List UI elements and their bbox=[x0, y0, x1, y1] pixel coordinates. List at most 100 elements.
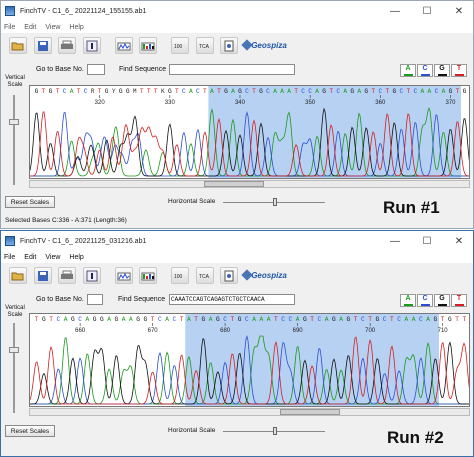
menu-bar: File Edit View Help bbox=[1, 251, 473, 263]
base-filter-t[interactable]: T bbox=[451, 64, 467, 77]
menu-view[interactable]: View bbox=[45, 23, 61, 31]
tca-button[interactable]: TCA bbox=[196, 37, 214, 54]
base-call: T bbox=[354, 316, 358, 323]
find-sequence-input[interactable] bbox=[169, 64, 295, 75]
print-button[interactable] bbox=[58, 267, 76, 284]
base-filter-letter: T bbox=[456, 295, 462, 302]
horizontal-scrollbar[interactable] bbox=[29, 408, 470, 416]
view-bars-button[interactable] bbox=[139, 37, 157, 54]
horizontal-scroll-thumb[interactable] bbox=[280, 409, 340, 415]
horizontal-scrollbar[interactable] bbox=[29, 180, 470, 188]
open-folder-icon bbox=[11, 272, 24, 280]
base-color-swatch bbox=[420, 304, 430, 306]
base-call: T bbox=[180, 316, 184, 323]
vertical-scale-track[interactable] bbox=[13, 95, 15, 185]
info-button[interactable] bbox=[83, 267, 101, 284]
vertical-scale-thumb[interactable] bbox=[9, 347, 19, 353]
base-call: A bbox=[122, 316, 126, 323]
base-call: G bbox=[364, 88, 368, 95]
base-call: T bbox=[56, 88, 60, 95]
info-icon bbox=[86, 270, 98, 281]
base-call: A bbox=[209, 316, 213, 323]
base-color-swatch bbox=[454, 304, 464, 306]
title-bar[interactable]: FinchTV - C1_6_ 20221124_155155.ab1 — ☐ … bbox=[1, 1, 473, 21]
tca-button[interactable]: TCA bbox=[196, 267, 214, 284]
close-button[interactable]: ✕ bbox=[454, 235, 464, 247]
title-bar[interactable]: FinchTV - C1_6_ 20221125_031216.ab1 — ☐ … bbox=[1, 231, 473, 251]
reset-scales-button[interactable]: Reset Scales bbox=[5, 425, 55, 437]
base-filter-a[interactable]: A bbox=[400, 294, 416, 307]
base-number-label: 660 bbox=[75, 328, 86, 334]
base-filter-g[interactable]: G bbox=[434, 294, 450, 307]
base-call: K bbox=[161, 88, 165, 95]
geospiza-logo: Geospiza bbox=[245, 37, 293, 54]
vertical-scale-thumb[interactable] bbox=[9, 119, 19, 125]
base-call: A bbox=[426, 316, 430, 323]
base-call: A bbox=[339, 316, 343, 323]
base-call: G bbox=[105, 88, 109, 95]
status-selected-bases: Selected Bases C:336 - A:371 (Length:36) bbox=[5, 217, 127, 224]
menu-file[interactable]: File bbox=[4, 253, 16, 261]
find-sequence-input[interactable]: CAAATCCAGTCAGAGTCTGCTCAACA bbox=[169, 294, 295, 305]
menu-file[interactable]: File bbox=[4, 23, 16, 31]
info-button[interactable] bbox=[83, 37, 101, 54]
base-filter-a[interactable]: A bbox=[400, 64, 416, 77]
go-to-base-input[interactable] bbox=[87, 294, 103, 305]
horizontal-scale-knob[interactable] bbox=[273, 198, 277, 206]
menu-edit[interactable]: Edit bbox=[24, 23, 37, 31]
base-filter-c[interactable]: C bbox=[417, 294, 433, 307]
base-filter-g[interactable]: G bbox=[434, 64, 450, 77]
menu-help[interactable]: Help bbox=[69, 253, 84, 261]
edit-button[interactable] bbox=[220, 37, 238, 54]
base-number-label: 320 bbox=[95, 100, 106, 106]
base-filter-t[interactable]: T bbox=[451, 294, 467, 307]
menu-help[interactable]: Help bbox=[69, 23, 84, 31]
view-bars-icon bbox=[141, 272, 155, 280]
open-folder-button[interactable] bbox=[9, 267, 27, 284]
save-disk-icon bbox=[38, 40, 48, 51]
base-call: G bbox=[100, 316, 104, 323]
horizontal-scale-knob[interactable] bbox=[273, 427, 277, 435]
menu-edit[interactable]: Edit bbox=[24, 253, 37, 261]
maximize-button[interactable]: ☐ bbox=[422, 5, 432, 17]
base-call: A bbox=[280, 88, 284, 95]
go-to-base-input[interactable] bbox=[87, 64, 105, 75]
quality-button[interactable]: 100 bbox=[171, 267, 189, 284]
vertical-scale-label: Vertical Scale bbox=[5, 305, 25, 318]
base-call: C bbox=[63, 88, 67, 95]
base-call: A bbox=[405, 316, 409, 323]
toolbar: 100 TCA Geospiza A C G T bbox=[1, 35, 473, 77]
view-trace-button[interactable] bbox=[115, 267, 133, 284]
base-call: A bbox=[315, 88, 319, 95]
base-filter-letter: C bbox=[422, 295, 428, 302]
base-filter-letter: G bbox=[439, 295, 445, 302]
view-trace-button[interactable] bbox=[115, 37, 133, 54]
reset-scales-button[interactable]: Reset Scales bbox=[5, 196, 55, 208]
maximize-button[interactable]: ☐ bbox=[422, 235, 432, 247]
minimize-button[interactable]: — bbox=[390, 5, 400, 17]
base-call: T bbox=[154, 88, 158, 95]
base-call: C bbox=[419, 316, 423, 323]
save-disk-button[interactable] bbox=[34, 37, 52, 54]
trace-a bbox=[30, 335, 469, 405]
save-disk-button[interactable] bbox=[34, 267, 52, 284]
minimize-button[interactable]: — bbox=[390, 235, 400, 247]
base-filter-c[interactable]: C bbox=[417, 64, 433, 77]
print-button[interactable] bbox=[58, 37, 76, 54]
menu-view[interactable]: View bbox=[45, 253, 61, 261]
view-bars-button[interactable] bbox=[139, 267, 157, 284]
open-folder-button[interactable] bbox=[9, 37, 27, 54]
base-number-label: 700 bbox=[365, 328, 376, 334]
quality-button[interactable]: 100 bbox=[171, 37, 189, 54]
base-call: T bbox=[371, 88, 375, 95]
vertical-scale-track[interactable] bbox=[13, 323, 15, 413]
edit-button[interactable] bbox=[220, 267, 238, 284]
horizontal-scroll-thumb[interactable] bbox=[204, 181, 264, 187]
base-call: C bbox=[245, 316, 249, 323]
close-button[interactable]: ✕ bbox=[454, 5, 464, 17]
base-call: A bbox=[129, 316, 133, 323]
